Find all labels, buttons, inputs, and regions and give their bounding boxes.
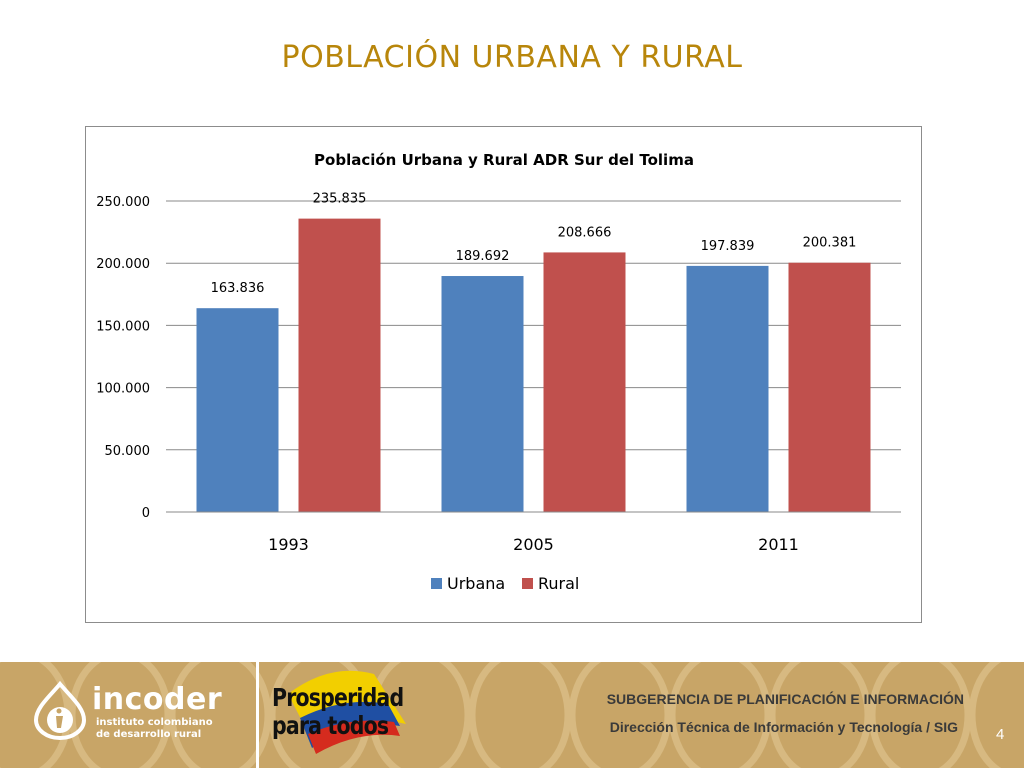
footer-pattern bbox=[0, 662, 1002, 768]
prosperidad-line1: Prosperidad bbox=[272, 683, 404, 712]
legend-label-rural: Rural bbox=[538, 574, 579, 593]
bar-rural bbox=[788, 262, 871, 512]
bar-urbana bbox=[686, 265, 769, 512]
prosperidad-line2: para todos bbox=[272, 711, 389, 740]
chart-container: Población Urbana y Rural ADR Sur del Tol… bbox=[85, 126, 922, 623]
data-label: 200.381 bbox=[803, 236, 857, 251]
x-category-label: 1993 bbox=[268, 535, 309, 554]
chart-title: Población Urbana y Rural ADR Sur del Tol… bbox=[314, 151, 694, 169]
legend-swatch-rural bbox=[522, 578, 533, 589]
y-tick-label: 150.000 bbox=[96, 319, 150, 334]
incoder-logo-icon bbox=[33, 680, 87, 740]
y-tick-label: 50.000 bbox=[105, 444, 151, 459]
footer-divider bbox=[256, 662, 259, 768]
x-category-label: 2005 bbox=[513, 535, 554, 554]
legend-label-urbana: Urbana bbox=[447, 574, 505, 593]
prosperidad-flag-icon bbox=[288, 670, 406, 754]
footer-subgerencia: SUBGERENCIA DE PLANIFICACIÓN E INFORMACI… bbox=[606, 691, 964, 707]
prosperidad-logo: Prosperidad para todos bbox=[272, 683, 404, 740]
y-tick-label: 0 bbox=[142, 506, 150, 521]
incoder-name: incoder bbox=[92, 682, 223, 717]
incoder-sub-line2: de desarrollo rural bbox=[96, 729, 202, 740]
slide-title: POBLACIÓN URBANA Y RURAL bbox=[281, 40, 743, 75]
data-label: 197.839 bbox=[701, 239, 755, 254]
y-tick-label: 200.000 bbox=[96, 257, 150, 272]
incoder-subtitle: instituto colombiano de desarrollo rural bbox=[96, 717, 213, 741]
data-label: 163.836 bbox=[211, 281, 265, 296]
data-label: 235.835 bbox=[313, 192, 367, 207]
y-tick-label: 100.000 bbox=[96, 382, 150, 397]
data-label: 208.666 bbox=[558, 225, 612, 240]
legend-swatch-urbana bbox=[431, 578, 442, 589]
bar-urbana bbox=[196, 308, 279, 512]
page-number: 4 bbox=[996, 726, 1005, 743]
incoder-sub-line1: instituto colombiano bbox=[96, 717, 213, 728]
data-label: 189.692 bbox=[456, 249, 510, 264]
bar-urbana bbox=[441, 276, 524, 512]
footer-banner: incoder instituto colombiano de desarrol… bbox=[0, 662, 1024, 768]
y-tick-label: 250.000 bbox=[96, 195, 150, 210]
bar-rural bbox=[543, 252, 626, 512]
bar-rural bbox=[298, 218, 381, 512]
footer-direccion: Dirección Técnica de Información y Tecno… bbox=[609, 719, 958, 735]
x-category-label: 2011 bbox=[758, 535, 799, 554]
bar-chart: Población Urbana y Rural ADR Sur del Tol… bbox=[96, 151, 901, 593]
